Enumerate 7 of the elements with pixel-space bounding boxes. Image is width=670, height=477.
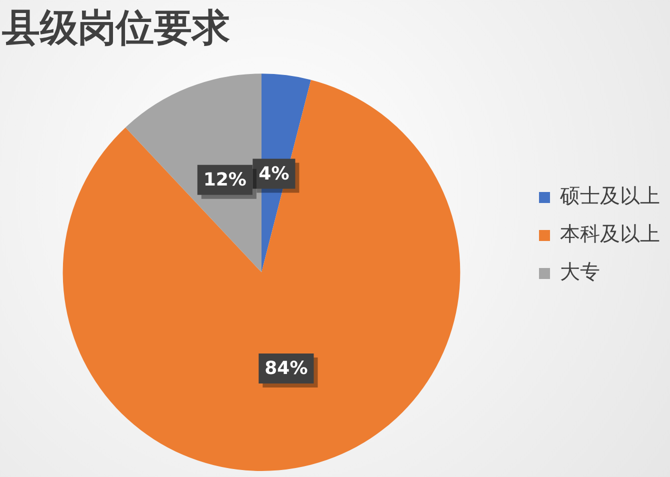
legend-label: 大专 <box>560 260 600 284</box>
data-label: 84% <box>264 358 308 380</box>
data-label: 4% <box>258 163 290 184</box>
data-label: 12% <box>203 170 246 191</box>
legend-label: 硕士及以上 <box>559 184 660 208</box>
chart-title: 县级岗位要求 <box>1 6 230 50</box>
legend-label: 本科及以上 <box>560 222 660 246</box>
